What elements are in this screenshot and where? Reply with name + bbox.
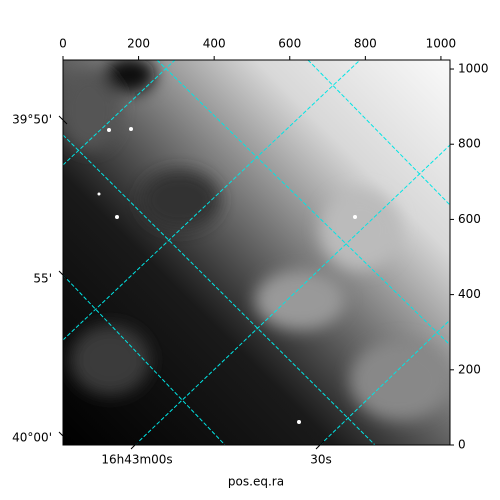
y-tick-label: 800 [458, 137, 481, 151]
x-tick-label: 0 [59, 37, 67, 51]
y-tick-label: 200 [458, 362, 481, 376]
dec-label: 55' [33, 272, 52, 286]
ra-label: 30s [310, 453, 332, 467]
plot-frame [62, 59, 451, 446]
x-tick-label: 200 [127, 37, 150, 51]
y-tick-label: 1000 [458, 62, 489, 76]
ra-label: 16h43m00s [101, 453, 172, 467]
x-axis-label: pos.eq.ra [228, 475, 284, 489]
dec-tick [58, 115, 68, 125]
dec-label: 40°00' [12, 431, 52, 445]
x-tick-label: 800 [354, 37, 377, 51]
x-tick-label: 400 [203, 37, 226, 51]
ra-tick [315, 440, 325, 450]
x-tick-label: 600 [278, 37, 301, 51]
dec-tick [58, 270, 68, 280]
y-tick-label: 400 [458, 287, 481, 301]
ra-tick [130, 440, 140, 450]
dec-label: 39°50' [12, 113, 52, 127]
x-tick-label: 1000 [426, 37, 457, 51]
y-tick-label: 0 [458, 438, 466, 452]
coordinate-grid [62, 59, 451, 446]
dec-tick [58, 431, 68, 441]
y-tick-label: 600 [458, 212, 481, 226]
sky-image [63, 60, 450, 445]
